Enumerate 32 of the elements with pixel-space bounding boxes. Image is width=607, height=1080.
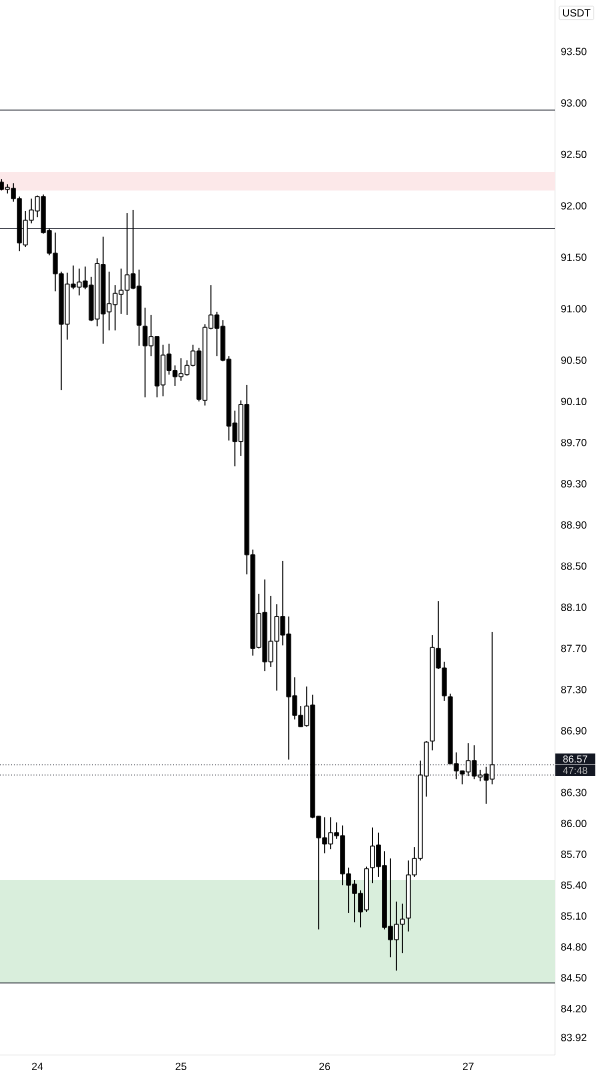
y-tick-label: 88.90 [561, 521, 587, 529]
y-tick-label: 88.50 [561, 562, 587, 570]
y-tick-label: 92.00 [561, 202, 587, 210]
y-tick-label: 91.00 [561, 305, 587, 313]
y-tick-label: 84.50 [561, 974, 587, 982]
x-tick-label: 27 [462, 1062, 474, 1070]
y-tick-label: 90.50 [561, 356, 587, 364]
y-tick-label: 85.10 [561, 912, 587, 920]
y-tick-label: 85.70 [561, 850, 587, 858]
text: 47:48 [562, 766, 588, 774]
y-tick-label: 91.50 [561, 253, 587, 262]
x-tick-label: 24 [32, 1062, 43, 1070]
y-tick-label: 86.00 [561, 819, 587, 828]
y-tick-label: 90.10 [561, 397, 587, 406]
y-tick-label: 87.70 [561, 644, 587, 653]
y-tick-label: 92.50 [561, 150, 587, 159]
y-tick-label: 87.30 [561, 685, 587, 694]
y-tick-label: 83.92 [561, 1033, 587, 1042]
y-tick-label: 84.20 [561, 1004, 587, 1013]
x-tick-label: 26 [319, 1062, 330, 1071]
y-tick-label: 93.00 [561, 99, 587, 107]
y-tick-label: 85.40 [561, 881, 587, 889]
y-tick-label: 89.30 [561, 480, 587, 488]
ref-line-label: 86.57 [563, 755, 588, 763]
y-tick-label: 93.50 [561, 47, 587, 56]
y-axis-title: USDT [563, 9, 591, 17]
y-tick-label: 86.90 [561, 727, 587, 735]
x-tick-label: 25 [175, 1062, 187, 1071]
y-tick-label: 84.80 [561, 943, 587, 951]
y-tick-label: 86.30 [561, 788, 587, 797]
y-tick-label: 88.10 [561, 603, 587, 611]
y-tick-label: 89.70 [561, 438, 587, 447]
